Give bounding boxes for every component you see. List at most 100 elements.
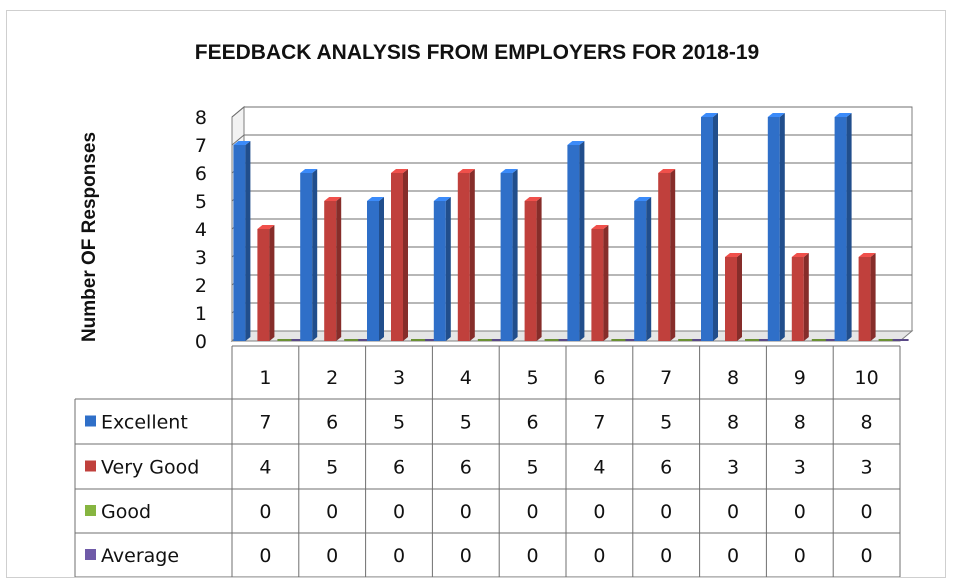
- bar-average: [892, 339, 909, 341]
- bar-front: [825, 339, 842, 341]
- y-tick-label: 2: [195, 275, 207, 297]
- bar-side: [803, 253, 809, 341]
- bar-good: [811, 339, 828, 341]
- bar-front: [725, 257, 737, 341]
- bar-side: [646, 197, 652, 341]
- table-cell-value: 3: [727, 457, 739, 479]
- bar-top: [500, 169, 518, 173]
- x-category-label: 8: [727, 367, 739, 389]
- bar-front: [257, 229, 270, 341]
- bar-side: [713, 113, 718, 341]
- table-cell-value: 6: [460, 457, 472, 479]
- bar-very-good: [257, 225, 275, 341]
- bar-side: [870, 253, 876, 341]
- bar-top: [767, 113, 785, 117]
- bar-side: [245, 141, 251, 341]
- table-cell-value: 0: [460, 545, 472, 567]
- table-cell-value: 0: [593, 501, 605, 523]
- table-cell-value: 0: [259, 501, 271, 523]
- bar-excellent: [300, 169, 318, 341]
- legend-swatch: [85, 460, 96, 472]
- bar-front: [567, 145, 580, 341]
- bar-front: [391, 173, 403, 341]
- table-cell-value: 0: [393, 545, 405, 567]
- bar-top: [834, 113, 852, 117]
- bar-good: [878, 339, 895, 341]
- table-cell-value: 0: [527, 501, 539, 523]
- bar-side: [779, 113, 785, 341]
- bar-side: [445, 197, 451, 341]
- table-cell-value: 5: [393, 412, 405, 434]
- bar-good: [477, 339, 494, 341]
- bar-top: [233, 141, 251, 145]
- bar-front: [233, 145, 246, 341]
- table-cell-value: 6: [660, 457, 672, 479]
- bar-side: [512, 169, 518, 341]
- table-cell-value: 0: [727, 501, 739, 523]
- y-tick-label: 7: [195, 135, 207, 157]
- table-cell-value: 0: [259, 545, 271, 567]
- data-table: 1 2 3 4 5 6 7 8 9 10 Excellent 7 6 5 5 6 7 5 8 8 8 Very Good 4…: [74, 345, 901, 577]
- table-cell-value: 0: [393, 501, 405, 523]
- gridline: [231, 106, 912, 118]
- bar-excellent: [701, 113, 718, 341]
- bar-front: [811, 339, 828, 341]
- bar-very-good: [791, 253, 809, 341]
- bar-excellent: [567, 141, 585, 341]
- table-cell-value: 0: [727, 545, 739, 567]
- bar-front: [834, 117, 847, 341]
- bar-very-good: [658, 169, 676, 341]
- bar-excellent: [433, 197, 451, 341]
- x-category-label: 7: [660, 367, 672, 389]
- bar-good: [544, 339, 561, 341]
- table-cell-value: 6: [393, 457, 405, 479]
- bar-good: [344, 339, 361, 341]
- bar-top: [391, 169, 408, 173]
- bar-top: [524, 197, 542, 201]
- bar-front: [625, 339, 642, 341]
- bar-very-good: [391, 169, 408, 341]
- legend-label: Average: [101, 545, 179, 567]
- bar-excellent: [233, 141, 251, 341]
- bar-good: [611, 339, 628, 341]
- bar-very-good: [725, 253, 742, 341]
- y-tick-label: 3: [195, 247, 207, 269]
- table-cell-value: 5: [326, 457, 338, 479]
- x-category-label: 3: [393, 367, 405, 389]
- y-tick-label: 5: [195, 191, 207, 213]
- bar-top: [257, 225, 275, 229]
- bar-front: [324, 201, 337, 341]
- bar-front: [457, 173, 470, 341]
- gridline: [231, 134, 912, 146]
- bar-front: [544, 339, 561, 341]
- bar-front: [291, 339, 308, 341]
- bar-very-good: [858, 253, 876, 341]
- bar-side: [269, 225, 275, 341]
- bar-front: [411, 339, 427, 341]
- bar-front: [658, 173, 671, 341]
- legend-swatch: [85, 549, 96, 560]
- table-cell-value: 8: [727, 412, 739, 434]
- bar-top: [300, 169, 318, 173]
- bar-front: [767, 117, 780, 341]
- table-cell-value: 7: [593, 412, 605, 434]
- bar-side: [403, 169, 408, 341]
- bar-front: [858, 257, 871, 341]
- bar-front: [634, 201, 647, 341]
- table-cell-value: 0: [861, 501, 873, 523]
- table-cell-value: 5: [527, 457, 539, 479]
- bar-average: [425, 339, 441, 341]
- bar-top: [367, 197, 384, 201]
- x-category-label: 6: [593, 367, 605, 389]
- bar-good: [745, 339, 761, 341]
- table-cell-value: 4: [593, 457, 605, 479]
- bar-good: [411, 339, 427, 341]
- table-cell-value: 0: [593, 545, 605, 567]
- bar-top: [567, 141, 585, 145]
- bar-excellent: [367, 197, 384, 341]
- x-category-label: 1: [259, 367, 271, 389]
- bar-average: [491, 339, 508, 341]
- bar-side: [846, 113, 852, 341]
- bar-top: [634, 197, 652, 201]
- bar-very-good: [524, 197, 542, 341]
